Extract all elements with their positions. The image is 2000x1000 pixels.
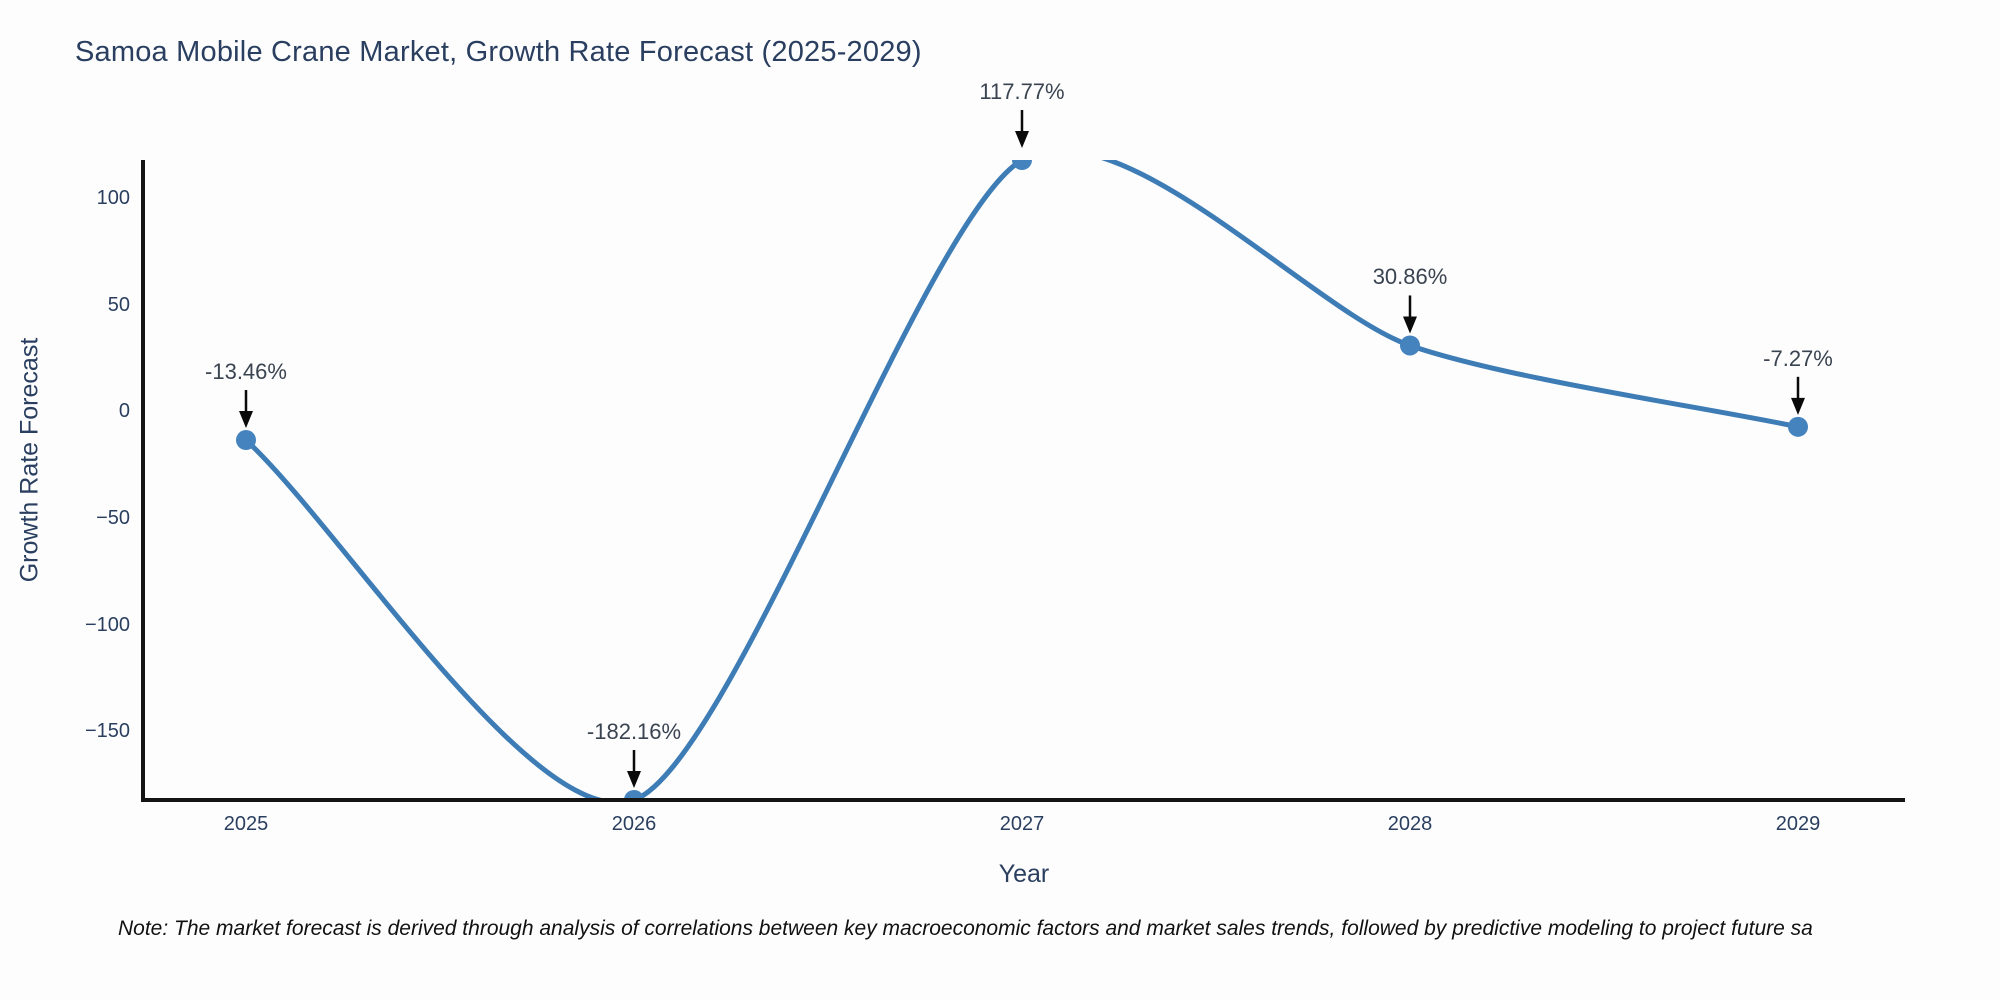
x-tick-label: 2027 (999, 813, 1045, 835)
footnote: Note: The market forecast is derived thr… (118, 917, 1813, 940)
x-tick-label: 2029 (1775, 813, 1821, 835)
annotation-arrowhead (627, 771, 641, 788)
data-point-marker-2027 (1012, 160, 1032, 170)
point-value-label: -182.16% (586, 719, 682, 744)
x-axis-title: Year (998, 860, 1050, 888)
y-tick-label: 100 (96, 186, 130, 209)
line-series-path (243, 160, 1801, 802)
y-tick-label: −50 (96, 506, 130, 529)
point-value-label: 30.86% (1372, 264, 1448, 290)
annotation-arrowhead (1403, 316, 1417, 334)
annotation-arrowhead (1791, 397, 1805, 415)
data-point-marker-2029 (1788, 416, 1808, 437)
y-tick-label: 50 (107, 293, 130, 316)
x-tick-label: 2025 (223, 813, 269, 835)
y-tick-label: −100 (84, 613, 130, 636)
annotation-arrowhead (1015, 131, 1029, 148)
annotation-arrowhead (239, 411, 253, 429)
x-tick-label: 2026 (611, 813, 657, 835)
y-tick-label: −150 (84, 720, 130, 743)
x-tick-label: 2028 (1387, 813, 1433, 835)
series-growth-rate (236, 160, 1808, 802)
point-value-label: -7.27% (1763, 345, 1833, 371)
point-value-label: 117.77% (979, 79, 1065, 104)
data-point-marker-2025 (236, 430, 256, 451)
point-value-label: -13.46% (205, 359, 287, 385)
data-point-marker-2028 (1400, 335, 1420, 356)
y-tick-label: 0 (118, 400, 130, 423)
chart-title: Samoa Mobile Crane Market, Growth Rate F… (75, 36, 922, 68)
